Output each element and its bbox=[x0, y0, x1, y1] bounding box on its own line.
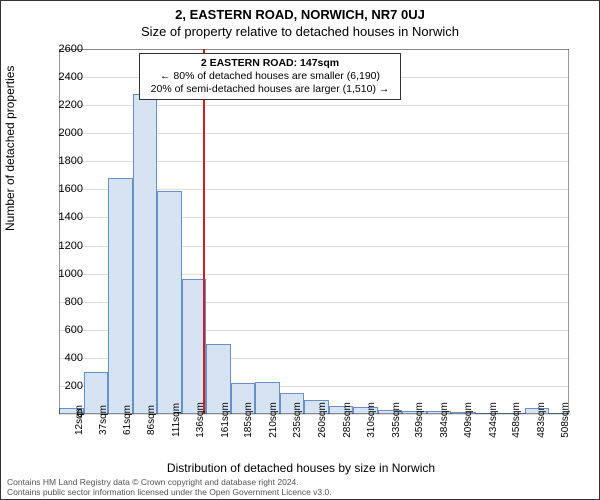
x-tick-label: 409sqm bbox=[463, 402, 474, 438]
x-tick-label: 185sqm bbox=[243, 402, 254, 438]
x-tick-label: 136sqm bbox=[195, 402, 206, 438]
y-tick-label: 800 bbox=[43, 296, 83, 308]
x-tick-label: 161sqm bbox=[220, 402, 231, 438]
x-tick-label: 508sqm bbox=[560, 402, 571, 438]
x-tick-label: 359sqm bbox=[414, 402, 425, 438]
x-tick-label: 483sqm bbox=[536, 402, 547, 438]
x-tick-label: 434sqm bbox=[488, 402, 499, 438]
y-tick-label: 2200 bbox=[43, 99, 83, 111]
y-tick-label: 1800 bbox=[43, 155, 83, 167]
chart-container: 2, EASTERN ROAD, NORWICH, NR7 0UJ Size o… bbox=[0, 0, 600, 500]
x-tick-label: 86sqm bbox=[146, 405, 157, 435]
y-tick-label: 600 bbox=[43, 324, 83, 336]
y-tick-label: 400 bbox=[43, 352, 83, 364]
plot-area: 2 EASTERN ROAD: 147sqm← 80% of detached … bbox=[59, 49, 569, 414]
y-tick-label: 200 bbox=[43, 380, 83, 392]
y-tick-label: 1600 bbox=[43, 183, 83, 195]
footer-attribution: Contains HM Land Registry data © Crown c… bbox=[7, 478, 332, 497]
x-tick-label: 12sqm bbox=[74, 405, 85, 435]
y-tick-label: 2600 bbox=[43, 43, 83, 55]
y-axis-label: Number of detached properties bbox=[3, 66, 17, 231]
y-tick-label: 2000 bbox=[43, 127, 83, 139]
x-tick-label: 384sqm bbox=[439, 402, 450, 438]
x-tick-label: 61sqm bbox=[122, 405, 133, 435]
x-tick-label: 260sqm bbox=[317, 402, 328, 438]
plot-svg bbox=[59, 49, 569, 414]
title-sub: Size of property relative to detached ho… bbox=[1, 22, 599, 43]
y-tick-label: 1200 bbox=[43, 240, 83, 252]
x-tick-label: 458sqm bbox=[511, 402, 522, 438]
y-tick-label: 1000 bbox=[43, 268, 83, 280]
y-tick-label: 2400 bbox=[43, 71, 83, 83]
x-tick-label: 235sqm bbox=[292, 402, 303, 438]
x-tick-label: 210sqm bbox=[268, 402, 279, 438]
title-main: 2, EASTERN ROAD, NORWICH, NR7 0UJ bbox=[1, 1, 599, 22]
x-tick-label: 310sqm bbox=[366, 402, 377, 438]
x-axis-label: Distribution of detached houses by size … bbox=[1, 461, 600, 475]
x-tick-label: 285sqm bbox=[342, 402, 353, 438]
y-tick-label: 1400 bbox=[43, 211, 83, 223]
x-tick-label: 335sqm bbox=[391, 402, 402, 438]
x-tick-label: 111sqm bbox=[171, 403, 182, 437]
x-tick-label: 37sqm bbox=[98, 405, 109, 435]
footer-line2: Contains public sector information licen… bbox=[7, 488, 332, 497]
